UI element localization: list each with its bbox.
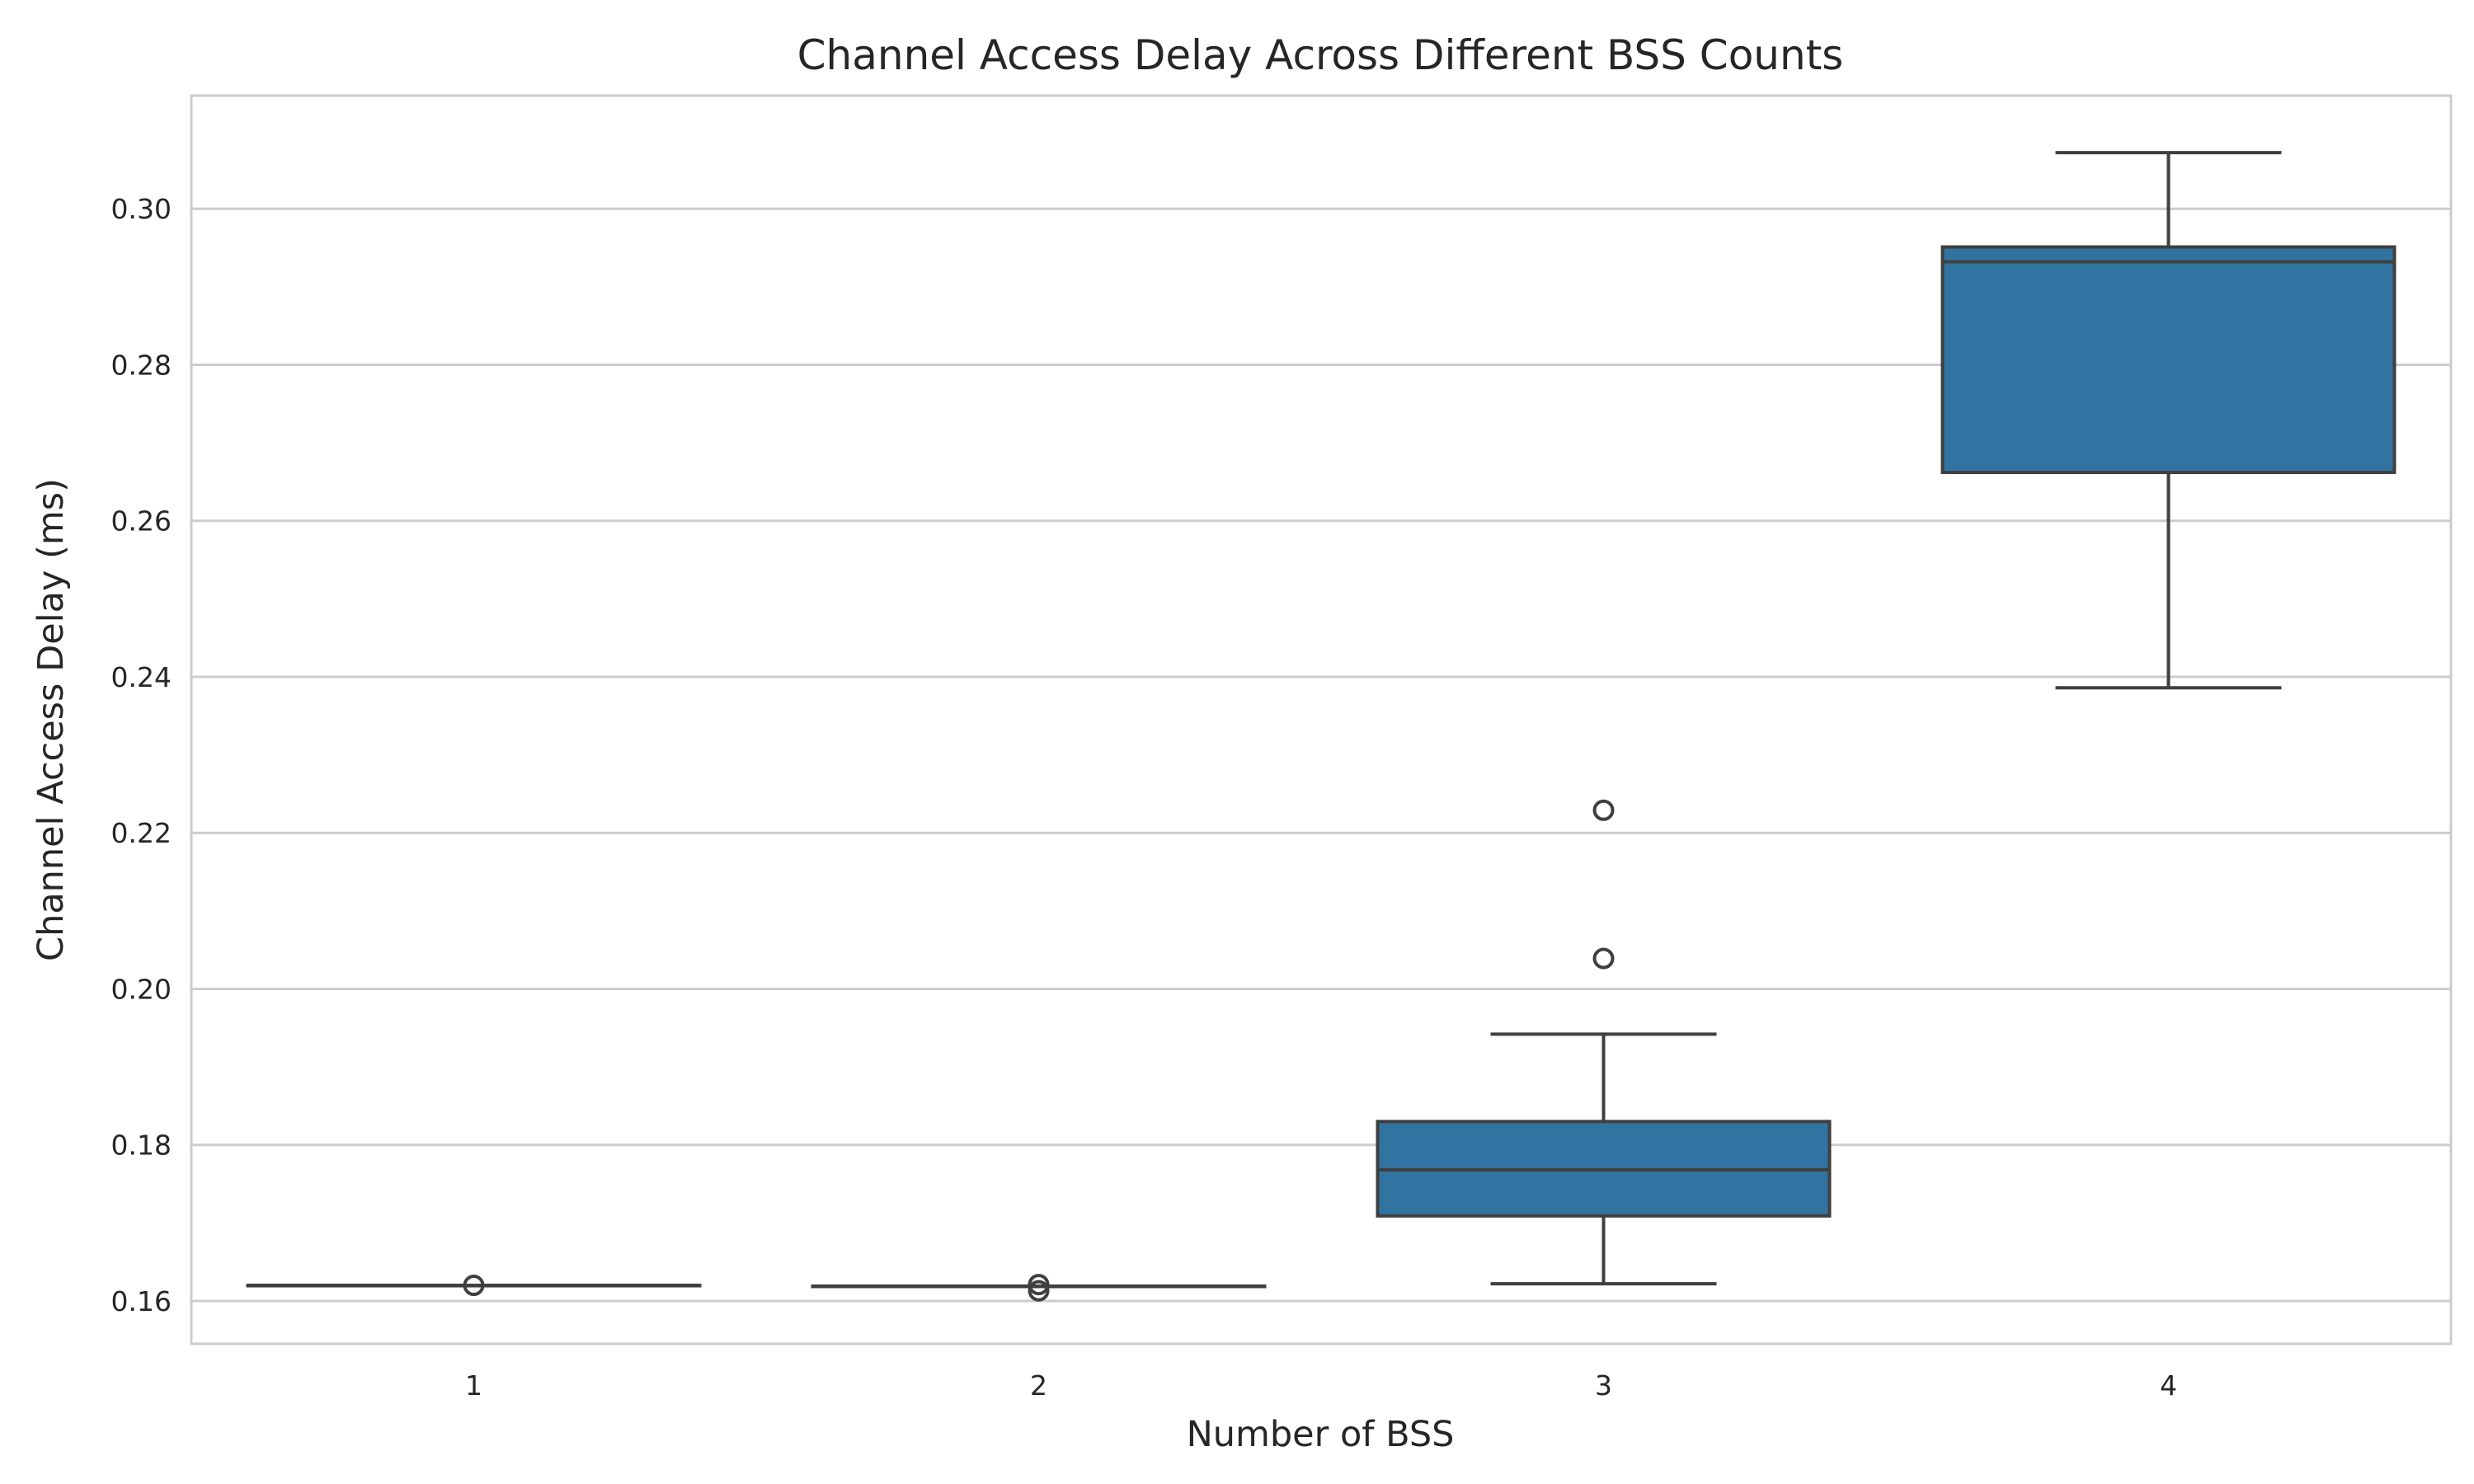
outlier-point [463, 1275, 485, 1297]
iqr-box [1940, 245, 2396, 475]
x-axis-label: Number of BSS [1187, 1414, 1455, 1455]
y-tick-label: 0.28 [111, 349, 172, 381]
y-axis-label: Channel Access Delay (ms) [31, 478, 72, 961]
x-tick-label: 2 [1030, 1369, 1047, 1402]
outlier-point [1028, 1274, 1050, 1296]
y-tick-label: 0.30 [111, 193, 172, 225]
y-tick-label: 0.26 [111, 505, 172, 538]
box-group-4 [1940, 151, 2396, 690]
boxes [246, 151, 2396, 1302]
y-tick-labels: 0.16 0.18 0.20 0.22 0.24 0.26 0.28 0.30 [111, 193, 172, 1317]
box-group-1 [246, 1275, 702, 1297]
x-tick-labels: 1 2 3 4 [465, 1369, 2177, 1402]
y-tick-label: 0.24 [111, 661, 172, 693]
plot-frame [190, 94, 2453, 1345]
y-tick-label: 0.22 [111, 817, 172, 849]
outlier-point [1028, 1280, 1050, 1302]
outlier-point [1592, 799, 1615, 821]
chart-title: Channel Access Delay Across Different BS… [797, 31, 1844, 79]
outlier-point [1592, 947, 1615, 970]
y-tick-label: 0.18 [111, 1129, 172, 1162]
y-tick-label: 0.16 [111, 1285, 172, 1317]
y-tick-label: 0.20 [111, 973, 172, 1005]
x-tick-label: 4 [2160, 1369, 2177, 1402]
gridlines [191, 207, 2451, 1303]
box-group-2 [811, 1274, 1267, 1302]
box-group-3 [1376, 799, 1832, 1286]
x-tick-label: 3 [1595, 1369, 1612, 1402]
x-tick-label: 1 [465, 1369, 482, 1402]
